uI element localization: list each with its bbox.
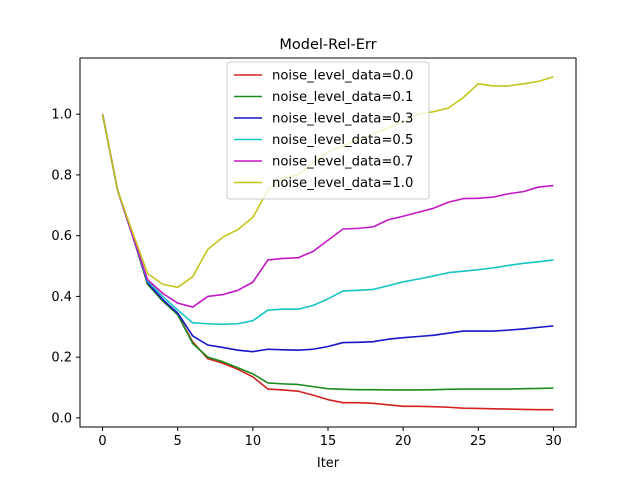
- legend-label-3: noise_level_data=0.5: [272, 133, 413, 148]
- y-tick-label: 0.2: [51, 351, 72, 366]
- legend-label-0: noise_level_data=0.0: [272, 69, 413, 84]
- x-tick-label: 5: [174, 434, 182, 449]
- series-line-2: [101, 114, 554, 353]
- y-tick-label: 0.0: [51, 411, 72, 426]
- legend-label-5: noise_level_data=1.0: [272, 176, 413, 191]
- y-tick-label: 0.4: [51, 290, 72, 305]
- y-tick-label: 1.0: [51, 108, 72, 123]
- x-axis-label: Iter: [317, 456, 340, 471]
- x-axis: 0 5 10 15 20 25 30: [98, 427, 562, 449]
- x-tick-label: 15: [320, 434, 337, 449]
- x-tick-label: 25: [470, 434, 487, 449]
- legend: noise_level_data=0.0 noise_level_data=0.1…: [226, 61, 430, 200]
- legend-label-1: noise_level_data=0.1: [272, 90, 413, 105]
- x-tick-label: 10: [245, 434, 262, 449]
- y-tick-label: 0.6: [51, 229, 72, 244]
- legend-label-2: noise_level_data=0.3: [272, 112, 413, 127]
- series-line-4: [101, 114, 554, 308]
- legend-label-4: noise_level_data=0.7: [272, 155, 413, 170]
- x-tick-label: 30: [545, 434, 562, 449]
- x-tick-label: 20: [395, 434, 412, 449]
- y-tick-label: 0.8: [51, 168, 72, 183]
- y-axis: 0.0 0.2 0.4 0.6 0.8 1.0: [51, 108, 80, 426]
- legend-frame: [226, 61, 430, 200]
- x-tick-label: 0: [98, 434, 106, 449]
- series-line-1: [101, 114, 554, 391]
- chart-title: Model-Rel-Err: [279, 37, 376, 53]
- series-line-3: [101, 114, 554, 326]
